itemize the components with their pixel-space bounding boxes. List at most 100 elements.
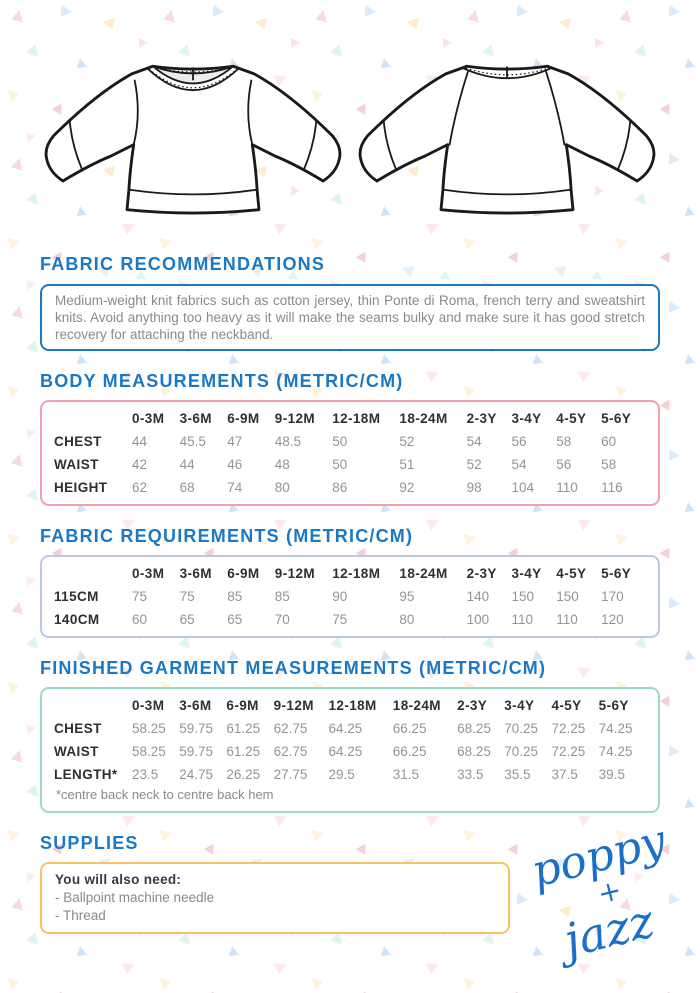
table-footnote: *centre back neck to centre back hem — [56, 787, 274, 802]
row-label: WAIST — [54, 744, 99, 759]
measurement-value: 92 — [399, 480, 415, 495]
measurement-value: 110 — [556, 612, 578, 627]
size-column-header: 3-6M — [179, 411, 212, 426]
measurement-value: 54 — [511, 457, 527, 472]
row-label: CHEST — [54, 721, 102, 736]
measurement-value: 64.25 — [328, 721, 363, 736]
measurement-value: 150 — [556, 589, 579, 604]
measurement-value: 52 — [466, 457, 482, 472]
measurement-value: 42 — [132, 457, 148, 472]
table-row: WAIST 58.25 59.75 61.25 62.75 64.25 66.25 68.25… — [54, 740, 646, 763]
table-corner-cell — [54, 407, 132, 430]
fabric-requirements-table: 0-3M 3-6M 6-9M 9-12M 12-18M 18-24M 2-3Y 3-4Y 4-5… — [40, 555, 660, 638]
measurement-value: 44 — [179, 457, 195, 472]
measurement-value: 70.25 — [504, 744, 539, 759]
size-table: 0-3M 3-6M 6-9M 9-12M 12-18M 18-24M 2-3Y 3-4Y 4-5… — [54, 694, 646, 786]
table-row: HEIGHT 62 68 74 80 86 92 98 104 110 116 — [54, 476, 646, 499]
size-column-header: 3-4Y — [511, 411, 542, 426]
supplies-heading: SUPPLIES — [40, 833, 139, 853]
measurement-value: 150 — [511, 589, 534, 604]
row-label: LENGTH* — [54, 767, 118, 782]
size-column-header: 5-6Y — [598, 698, 629, 713]
size-column-header: 0-3M — [132, 698, 165, 713]
body-measurements-table: 0-3M 3-6M 6-9M 9-12M 12-18M 18-24M 2-3Y 3-4Y 4-5… — [40, 400, 660, 506]
supply-item: - Ballpoint machine needle — [55, 890, 215, 905]
measurement-value: 39.5 — [598, 767, 625, 782]
table-row: CHEST 58.25 59.75 61.25 62.75 64.25 66.25 68.25… — [54, 717, 646, 740]
supplies-box: You will also need: - Ballpoint machine … — [40, 862, 510, 934]
measurement-value: 66.25 — [392, 721, 427, 736]
measurement-value: 170 — [601, 589, 624, 604]
measurement-value: 56 — [511, 434, 527, 449]
size-table: 0-3M 3-6M 6-9M 9-12M 12-18M 18-24M 2-3Y 3-4Y 4-5… — [54, 407, 646, 499]
size-column-header: 18-24M — [392, 698, 441, 713]
size-column-header: 5-6Y — [601, 566, 632, 581]
measurement-value: 110 — [556, 480, 578, 495]
size-column-header: 6-9M — [227, 566, 260, 581]
measurement-value: 120 — [601, 612, 624, 627]
fabric-recommendations-heading: FABRIC RECOMMENDATIONS — [40, 254, 326, 274]
size-column-header: 2-3Y — [466, 566, 497, 581]
measurement-value: 72.25 — [551, 721, 586, 736]
size-column-header: 3-6M — [179, 698, 212, 713]
measurement-value: 74.25 — [598, 744, 633, 759]
measurement-value: 72.25 — [551, 744, 586, 759]
measurement-value: 90 — [332, 589, 348, 604]
measurement-value: 56 — [556, 457, 572, 472]
table-corner-cell — [54, 562, 132, 585]
table-row: CHEST 44 45.5 47 48.5 50 52 54 56 58 60 — [54, 430, 646, 453]
sweatshirt-back-illustration — [358, 64, 656, 215]
finished-garment-measurements-table: 0-3M 3-6M 6-9M 9-12M 12-18M 18-24M 2-3Y 3-4Y 4-5… — [40, 687, 660, 813]
measurement-value: 68.25 — [457, 721, 491, 736]
finished-garment-measurements-heading: FINISHED GARMENT MEASUREMENTS (METRIC/CM… — [40, 658, 547, 678]
size-column-header: 9-12M — [274, 411, 316, 426]
row-label: 140CM — [54, 612, 100, 627]
measurement-value: 74.25 — [598, 721, 633, 736]
size-column-header: 9-12M — [274, 566, 316, 581]
measurement-value: 65 — [179, 612, 195, 627]
size-column-header: 4-5Y — [551, 698, 582, 713]
fabric-requirements-heading: FABRIC REQUIREMENTS (METRIC/CM) — [40, 526, 414, 546]
size-column-header: 4-5Y — [556, 411, 587, 426]
table-row: 140CM 60 65 65 70 75 80 100 110 110 120 — [54, 608, 646, 631]
logo-word-jazz: jazz — [550, 893, 660, 970]
measurement-value: 70.25 — [504, 721, 539, 736]
row-label: 115CM — [54, 589, 99, 604]
size-column-header: 12-18M — [332, 566, 381, 581]
measurement-value: 44 — [132, 434, 148, 449]
measurement-value: 68.25 — [457, 744, 491, 759]
measurement-value: 61.25 — [226, 721, 261, 736]
measurement-value: 58.25 — [132, 721, 166, 736]
measurement-value: 59.75 — [179, 744, 213, 759]
measurement-value: 61.25 — [226, 744, 261, 759]
measurement-value: 47 — [227, 434, 243, 449]
measurement-value: 58.25 — [132, 744, 166, 759]
size-column-header: 0-3M — [132, 566, 165, 581]
size-column-header: 18-24M — [399, 411, 448, 426]
measurement-value: 60 — [601, 434, 617, 449]
measurement-value: 29.5 — [328, 767, 355, 782]
measurement-value: 46 — [227, 457, 243, 472]
measurement-value: 33.5 — [457, 767, 484, 782]
garment-drawings — [40, 44, 660, 230]
row-label: WAIST — [54, 457, 99, 472]
measurement-value: 62.75 — [273, 721, 308, 736]
measurement-value: 85 — [274, 589, 290, 604]
measurement-value: 75 — [179, 589, 195, 604]
measurement-value: 68 — [179, 480, 195, 495]
supplies-list: - Ballpoint machine needle - Thread — [55, 889, 495, 925]
measurement-value: 24.75 — [179, 767, 213, 782]
sweatshirt-front-illustration — [44, 64, 342, 215]
measurement-value: 110 — [511, 612, 533, 627]
measurement-value: 27.75 — [273, 767, 308, 782]
size-column-header: 2-3Y — [457, 698, 488, 713]
measurement-value: 35.5 — [504, 767, 531, 782]
size-column-header: 6-9M — [226, 698, 259, 713]
measurement-value: 66.25 — [392, 744, 427, 759]
measurement-value: 85 — [227, 589, 243, 604]
supplies-intro: You will also need: — [55, 872, 182, 887]
measurement-value: 58 — [601, 457, 617, 472]
measurement-value: 98 — [466, 480, 482, 495]
table-row: LENGTH* 23.5 24.75 26.25 27.75 29.5 31.5 33.5 35… — [54, 763, 646, 786]
